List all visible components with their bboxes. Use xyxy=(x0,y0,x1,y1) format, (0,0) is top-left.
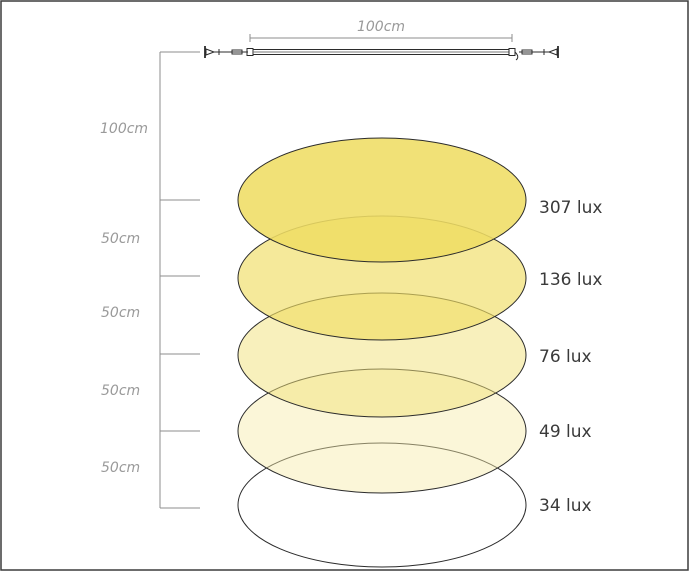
light-spread-levels xyxy=(237,137,527,568)
light-spread-level-1 xyxy=(237,137,527,263)
height-label-step-4: 50cm xyxy=(101,460,140,476)
height-label-step-3: 50cm xyxy=(101,383,140,399)
fixture-width-dimension: 100cm xyxy=(249,19,513,42)
fixture-width-label: 100cm xyxy=(357,19,405,35)
light-fixture xyxy=(204,46,559,61)
height-label-step-2: 50cm xyxy=(101,305,140,321)
light-spread-level-5 xyxy=(237,442,527,568)
lux-label-level-5: 34 lux xyxy=(539,496,592,516)
lux-label-level-2: 136 lux xyxy=(539,270,602,290)
height-label-step-1: 50cm xyxy=(101,231,140,247)
lux-label-level-3: 76 lux xyxy=(539,347,592,367)
lux-label-level-1: 307 lux xyxy=(539,198,602,218)
height-label-first: 100cm xyxy=(100,121,148,137)
height-guide xyxy=(159,51,200,509)
lux-label-level-4: 49 lux xyxy=(539,422,592,442)
